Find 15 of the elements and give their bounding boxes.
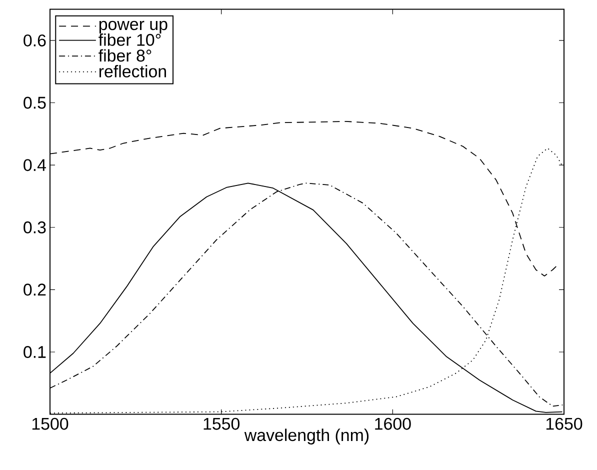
y-tick-label: 0.5 [24,96,46,109]
legend-label: reflection [99,64,166,78]
legend-label: fiber 10° [98,33,161,46]
y-tick-label: 0.6 [24,34,46,46]
y-tick-label: 0.3 [24,221,46,234]
y-tick-label: 0.2 [24,284,46,296]
x-tick-label: 1650 [546,418,582,430]
legend-label: fiber 8° [98,49,152,62]
y-tick-label: 0.1 [24,346,46,358]
y-tick-label: 0.4 [24,159,46,172]
x-tick-label: 1500 [32,418,68,430]
legend-label: power up [99,20,168,34]
x-axis-title: wavelength (nm) [244,428,369,444]
x-tick-label: 1600 [375,418,411,430]
x-tick-label: 1550 [204,418,240,430]
